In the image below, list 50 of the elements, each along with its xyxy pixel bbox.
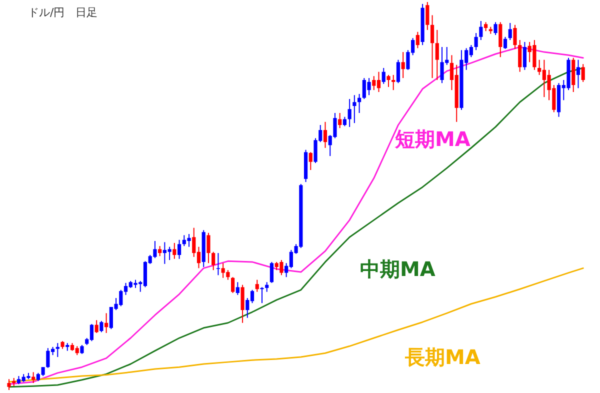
candlestick bbox=[342, 116, 347, 127]
candlestick bbox=[435, 29, 439, 80]
candlestick bbox=[494, 22, 498, 36]
candlestick bbox=[338, 112, 342, 129]
candlestick bbox=[323, 121, 328, 148]
candlestick bbox=[358, 93, 362, 114]
series-label: 長期MA bbox=[404, 345, 481, 369]
candlestick bbox=[522, 41, 527, 70]
candlestick bbox=[386, 74, 390, 88]
candlestick bbox=[260, 286, 264, 304]
candlestick bbox=[518, 40, 522, 72]
candlestick bbox=[158, 246, 162, 257]
candlestick bbox=[236, 282, 240, 296]
candlestick bbox=[503, 36, 508, 50]
candlestick bbox=[382, 67, 386, 84]
candlestick bbox=[352, 94, 356, 124]
candlestick bbox=[581, 64, 585, 82]
candlestick bbox=[392, 74, 396, 91]
candlestick bbox=[348, 98, 352, 128]
series-label: 中期MA bbox=[360, 257, 436, 281]
candlestick bbox=[416, 31, 420, 49]
candlestick bbox=[177, 239, 182, 260]
candlestick bbox=[7, 378, 11, 390]
candlestick bbox=[265, 282, 269, 292]
candlestick bbox=[32, 372, 36, 384]
candlestick bbox=[212, 251, 216, 271]
candlestick bbox=[216, 252, 220, 276]
candlestick bbox=[56, 342, 60, 358]
candlestick bbox=[513, 24, 517, 50]
candlestick bbox=[231, 276, 235, 294]
candlestick bbox=[508, 22, 512, 41]
series-label: 短期MA bbox=[394, 127, 471, 151]
candlestick bbox=[498, 22, 502, 58]
candlestick bbox=[396, 59, 400, 84]
candlestick bbox=[255, 279, 259, 292]
candlestick bbox=[100, 320, 104, 333]
candlestick bbox=[426, 2, 430, 30]
candlestick bbox=[172, 242, 176, 260]
candlestick bbox=[94, 320, 98, 334]
candlestick bbox=[240, 284, 244, 324]
chart-title: ドル/円 日足 bbox=[28, 6, 98, 19]
candlestick bbox=[430, 14, 434, 79]
candlestick bbox=[401, 52, 405, 79]
candlestick bbox=[308, 152, 312, 171]
candlestick bbox=[474, 32, 478, 51]
candlestick bbox=[270, 261, 274, 284]
candlestick bbox=[576, 59, 580, 89]
candlestick bbox=[206, 232, 210, 264]
candlestick bbox=[479, 20, 483, 41]
candlestick bbox=[104, 312, 108, 334]
